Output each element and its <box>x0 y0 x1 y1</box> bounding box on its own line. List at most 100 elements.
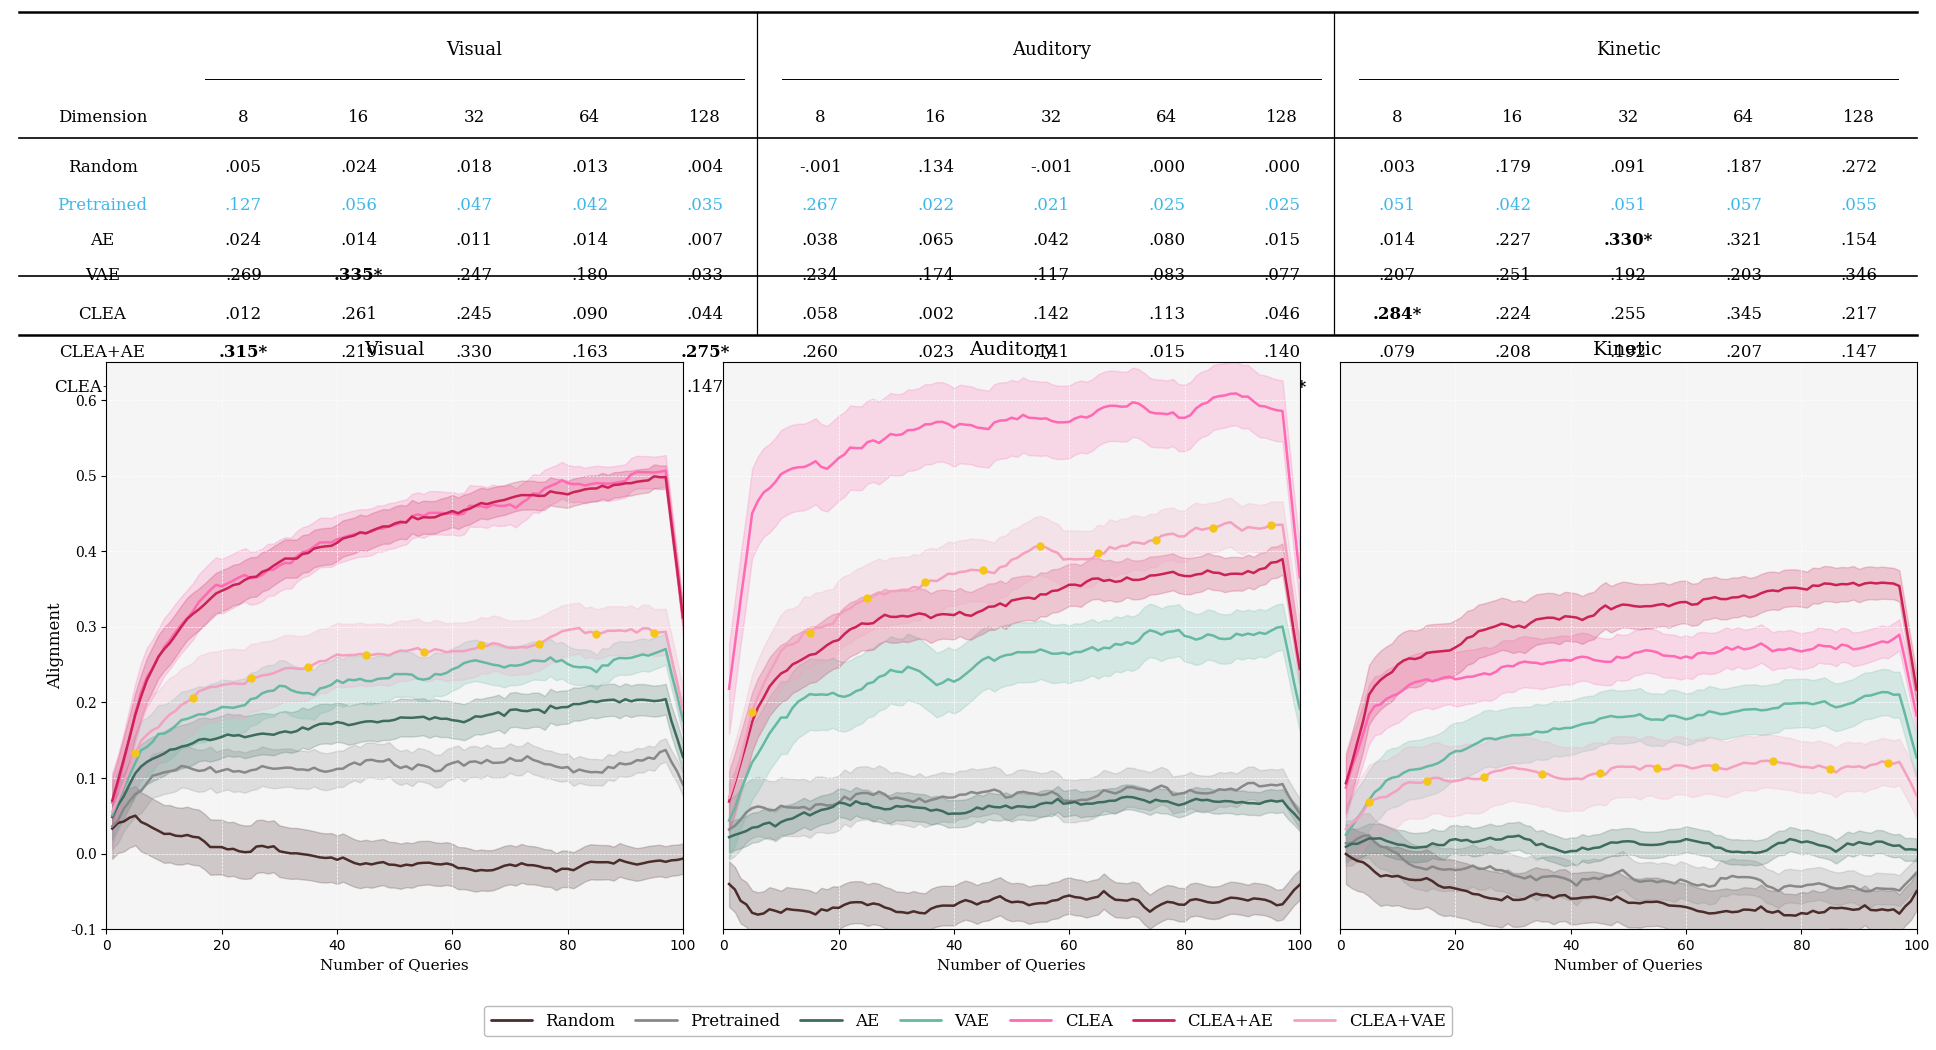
Text: 16: 16 <box>348 108 370 126</box>
Text: -.001: -.001 <box>800 159 842 175</box>
Text: .038: .038 <box>802 232 838 249</box>
Text: .234: .234 <box>802 268 838 285</box>
X-axis label: Number of Queries: Number of Queries <box>1555 959 1702 972</box>
Text: .147: .147 <box>1841 343 1878 361</box>
Text: .260*: .260* <box>1489 379 1537 396</box>
Text: .025: .025 <box>1264 196 1301 214</box>
Text: .224: .224 <box>1495 306 1531 322</box>
Text: .343*: .343* <box>912 379 960 396</box>
Text: .335*: .335* <box>335 268 383 285</box>
Text: 16: 16 <box>925 108 947 126</box>
Text: CLEA: CLEA <box>79 306 126 322</box>
Text: 32: 32 <box>1040 108 1061 126</box>
Text: .438*: .438* <box>796 379 844 396</box>
Text: .275*: .275* <box>680 343 730 361</box>
Text: .147: .147 <box>687 379 724 396</box>
Text: .165: .165 <box>1609 379 1648 396</box>
Text: .207: .207 <box>1378 268 1415 285</box>
Text: .083: .083 <box>1148 268 1185 285</box>
Text: .042: .042 <box>571 196 608 214</box>
Text: .018: .018 <box>455 159 492 175</box>
Text: .293*: .293* <box>565 379 614 396</box>
Text: .269: .269 <box>225 268 261 285</box>
Text: .154: .154 <box>1841 232 1878 249</box>
Text: Pretrained: Pretrained <box>58 196 147 214</box>
Text: .208: .208 <box>1495 343 1531 361</box>
Text: .002: .002 <box>918 306 954 322</box>
Title: Kinetic: Kinetic <box>1593 341 1663 359</box>
Text: .163: .163 <box>571 343 608 361</box>
Text: CLEA+VAE: CLEA+VAE <box>54 379 151 396</box>
Text: .035: .035 <box>687 196 724 214</box>
Text: .345: .345 <box>1725 306 1762 322</box>
Text: .015: .015 <box>1148 343 1185 361</box>
Text: 8: 8 <box>238 108 248 126</box>
Text: .217: .217 <box>1841 306 1878 322</box>
Text: .198*: .198* <box>1142 379 1191 396</box>
Text: .127: .127 <box>225 196 261 214</box>
X-axis label: Number of Queries: Number of Queries <box>321 959 469 972</box>
Text: .376*: .376* <box>449 379 499 396</box>
Text: .011: .011 <box>455 232 492 249</box>
Text: .251: .251 <box>1495 268 1531 285</box>
Text: .051: .051 <box>1378 196 1415 214</box>
Text: .013: .013 <box>571 159 608 175</box>
Text: .042: .042 <box>1495 196 1531 214</box>
Text: .134: .134 <box>918 159 954 175</box>
Text: .192: .192 <box>1609 343 1648 361</box>
Title: Visual: Visual <box>364 341 426 359</box>
Text: .315*: .315* <box>219 343 267 361</box>
Text: .245: .245 <box>455 306 492 322</box>
Text: .015: .015 <box>1264 232 1301 249</box>
Text: 64: 64 <box>1156 108 1177 126</box>
Text: .330*: .330* <box>1603 232 1653 249</box>
Text: 8: 8 <box>1392 108 1404 126</box>
Text: -.001: -.001 <box>1030 159 1073 175</box>
Text: .203: .203 <box>1725 268 1762 285</box>
Title: Auditory: Auditory <box>968 341 1055 359</box>
Text: .014: .014 <box>1378 232 1415 249</box>
Text: .025: .025 <box>1148 196 1185 214</box>
Text: .014: .014 <box>341 232 378 249</box>
Text: .057: .057 <box>1725 196 1762 214</box>
Text: .012: .012 <box>225 306 261 322</box>
Text: .377*: .377* <box>1833 379 1884 396</box>
Text: .007: .007 <box>687 232 724 249</box>
Text: .284*: .284* <box>1373 306 1423 322</box>
Text: .267: .267 <box>802 196 838 214</box>
Text: .141: .141 <box>1032 343 1071 361</box>
Text: .113: .113 <box>1148 306 1185 322</box>
Text: 128: 128 <box>1266 108 1297 126</box>
Text: 128: 128 <box>689 108 720 126</box>
Text: .000: .000 <box>1264 159 1301 175</box>
Text: 16: 16 <box>1502 108 1524 126</box>
Text: .295: .295 <box>341 379 378 396</box>
Text: 64: 64 <box>579 108 600 126</box>
Text: .033: .033 <box>687 268 724 285</box>
Text: .179: .179 <box>1495 159 1531 175</box>
Text: Dimension: Dimension <box>58 108 147 126</box>
Text: .024: .024 <box>225 232 261 249</box>
Legend: Random, Pretrained, AE, VAE, CLEA, CLEA+AE, CLEA+VAE: Random, Pretrained, AE, VAE, CLEA, CLEA+… <box>484 1006 1452 1036</box>
Text: .056: .056 <box>341 196 378 214</box>
Text: .346: .346 <box>1841 268 1878 285</box>
Text: .175*: .175* <box>1256 379 1307 396</box>
Text: .117: .117 <box>1032 268 1071 285</box>
Text: .090: .090 <box>571 306 608 322</box>
Text: .272: .272 <box>1841 159 1878 175</box>
Text: 64: 64 <box>1733 108 1754 126</box>
Text: .255: .255 <box>1609 306 1648 322</box>
Text: .044: .044 <box>687 306 724 322</box>
Y-axis label: Alignment: Alignment <box>48 603 64 689</box>
Text: .004: .004 <box>687 159 724 175</box>
Text: .260: .260 <box>802 343 838 361</box>
Text: .142: .142 <box>1032 306 1071 322</box>
Text: .005: .005 <box>225 159 261 175</box>
Text: .321: .321 <box>1725 232 1762 249</box>
Text: .079: .079 <box>1378 343 1415 361</box>
Text: .140: .140 <box>1264 343 1301 361</box>
Text: .080: .080 <box>1148 232 1185 249</box>
Text: .024: .024 <box>341 159 378 175</box>
Text: .009: .009 <box>1378 379 1415 396</box>
Text: AE: AE <box>91 232 114 249</box>
